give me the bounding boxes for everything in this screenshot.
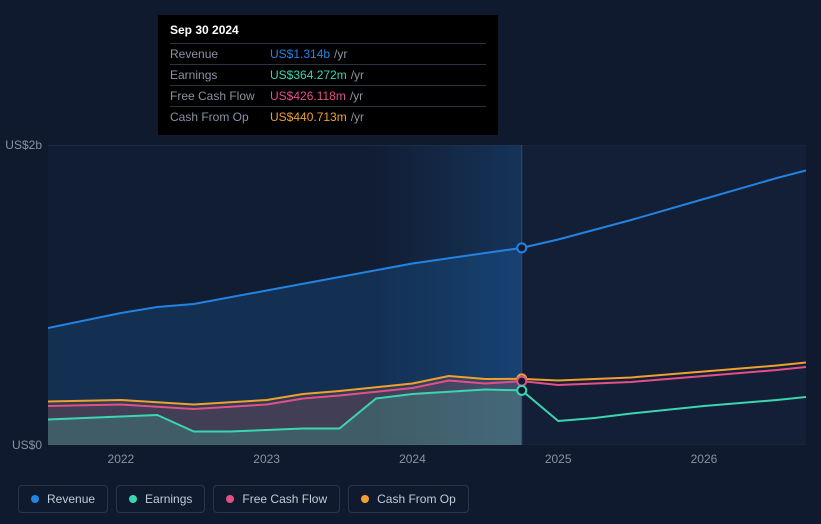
x-axis-tick-label: 2022 (108, 452, 135, 466)
tooltip-date: Sep 30 2024 (170, 23, 486, 43)
y-axis-tick-label: US$0 (12, 438, 42, 452)
legend-item-label: Free Cash Flow (242, 492, 327, 506)
x-axis-tick-label: 2023 (253, 452, 280, 466)
legend-item-label: Revenue (47, 492, 95, 506)
tooltip-row: RevenueUS$1.314b/yr (170, 43, 486, 64)
legend-item-label: Cash From Op (377, 492, 456, 506)
tooltip-row: Free Cash FlowUS$426.118m/yr (170, 85, 486, 106)
y-axis-tick-label: US$2b (5, 138, 42, 152)
x-axis-tick-label: 2024 (399, 452, 426, 466)
legend-dot-icon (226, 495, 234, 503)
x-axis-tick-label: 2025 (545, 452, 572, 466)
plot-area[interactable] (48, 145, 806, 445)
legend-item-cash-from-op[interactable]: Cash From Op (348, 485, 469, 513)
tooltip-row-unit: /yr (351, 68, 364, 82)
x-axis-tick-label: 2026 (691, 452, 718, 466)
tooltip-row-value: US$364.272m (270, 68, 347, 82)
tooltip-row-label: Cash From Op (170, 110, 270, 124)
chart-legend: Revenue Earnings Free Cash Flow Cash From O… (18, 485, 469, 513)
tooltip-row: EarningsUS$364.272m/yr (170, 64, 486, 85)
tooltip-row-value: US$426.118m (270, 89, 346, 103)
chart-tooltip: Sep 30 2024 RevenueUS$1.314b/yrEarningsU… (158, 15, 498, 135)
tooltip-row-unit: /yr (351, 110, 364, 124)
tooltip-row-unit: /yr (350, 89, 363, 103)
tooltip-row: Cash From OpUS$440.713m/yr (170, 106, 486, 127)
tooltip-row-value: US$1.314b (270, 47, 330, 61)
tooltip-row-value: US$440.713m (270, 110, 347, 124)
tooltip-row-unit: /yr (334, 47, 347, 61)
tooltip-row-label: Revenue (170, 47, 270, 61)
legend-dot-icon (31, 495, 39, 503)
legend-item-free-cash-flow[interactable]: Free Cash Flow (213, 485, 340, 513)
legend-item-revenue[interactable]: Revenue (18, 485, 108, 513)
legend-item-label: Earnings (145, 492, 192, 506)
tooltip-row-label: Earnings (170, 68, 270, 82)
legend-dot-icon (361, 495, 369, 503)
legend-item-earnings[interactable]: Earnings (116, 485, 205, 513)
tooltip-row-label: Free Cash Flow (170, 89, 270, 103)
financials-chart: Sep 30 2024 RevenueUS$1.314b/yrEarningsU… (18, 0, 806, 524)
legend-dot-icon (129, 495, 137, 503)
